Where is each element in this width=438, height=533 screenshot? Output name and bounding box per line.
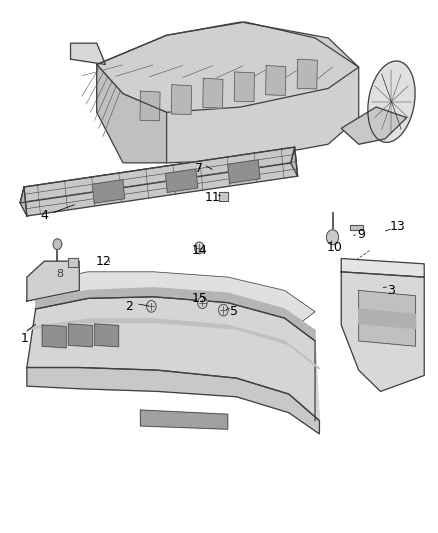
Polygon shape <box>140 91 160 121</box>
Circle shape <box>198 297 207 309</box>
Polygon shape <box>141 410 228 429</box>
Polygon shape <box>68 324 92 347</box>
Polygon shape <box>27 261 79 301</box>
Polygon shape <box>359 290 416 346</box>
Polygon shape <box>95 324 119 347</box>
Text: 8: 8 <box>56 270 63 279</box>
Polygon shape <box>266 66 286 95</box>
Text: 13: 13 <box>390 220 406 233</box>
Polygon shape <box>341 107 407 144</box>
Polygon shape <box>203 78 223 108</box>
Polygon shape <box>97 22 359 112</box>
Polygon shape <box>359 309 416 329</box>
Polygon shape <box>219 192 228 200</box>
Polygon shape <box>341 272 424 391</box>
Polygon shape <box>92 180 125 203</box>
Text: 5: 5 <box>230 305 238 318</box>
Circle shape <box>147 301 156 312</box>
Polygon shape <box>341 259 424 277</box>
Polygon shape <box>166 169 198 192</box>
Polygon shape <box>297 59 317 89</box>
Polygon shape <box>71 43 106 64</box>
Polygon shape <box>27 297 319 421</box>
Polygon shape <box>35 288 315 341</box>
Polygon shape <box>171 85 191 115</box>
Text: 11: 11 <box>205 191 220 204</box>
Text: 14: 14 <box>191 244 207 257</box>
Polygon shape <box>291 147 297 176</box>
Polygon shape <box>97 22 359 163</box>
Circle shape <box>219 304 228 316</box>
Polygon shape <box>20 147 295 203</box>
Circle shape <box>53 239 62 249</box>
Text: 10: 10 <box>327 241 343 254</box>
Ellipse shape <box>368 61 415 142</box>
Circle shape <box>194 242 204 254</box>
Polygon shape <box>350 225 363 230</box>
Text: 7: 7 <box>195 161 203 175</box>
Polygon shape <box>20 187 27 216</box>
Text: 3: 3 <box>388 284 396 297</box>
Polygon shape <box>97 64 166 163</box>
Text: 1: 1 <box>21 332 28 345</box>
Polygon shape <box>234 72 254 102</box>
Text: 12: 12 <box>95 255 111 268</box>
Text: 2: 2 <box>126 300 134 313</box>
Polygon shape <box>24 147 297 216</box>
Polygon shape <box>27 368 319 434</box>
Polygon shape <box>228 160 260 183</box>
Polygon shape <box>42 325 66 348</box>
Polygon shape <box>27 319 319 369</box>
Text: 9: 9 <box>357 228 365 241</box>
Text: 4: 4 <box>40 209 48 222</box>
Polygon shape <box>35 272 315 325</box>
Polygon shape <box>68 258 78 266</box>
Circle shape <box>326 230 339 245</box>
Text: 15: 15 <box>191 292 207 305</box>
